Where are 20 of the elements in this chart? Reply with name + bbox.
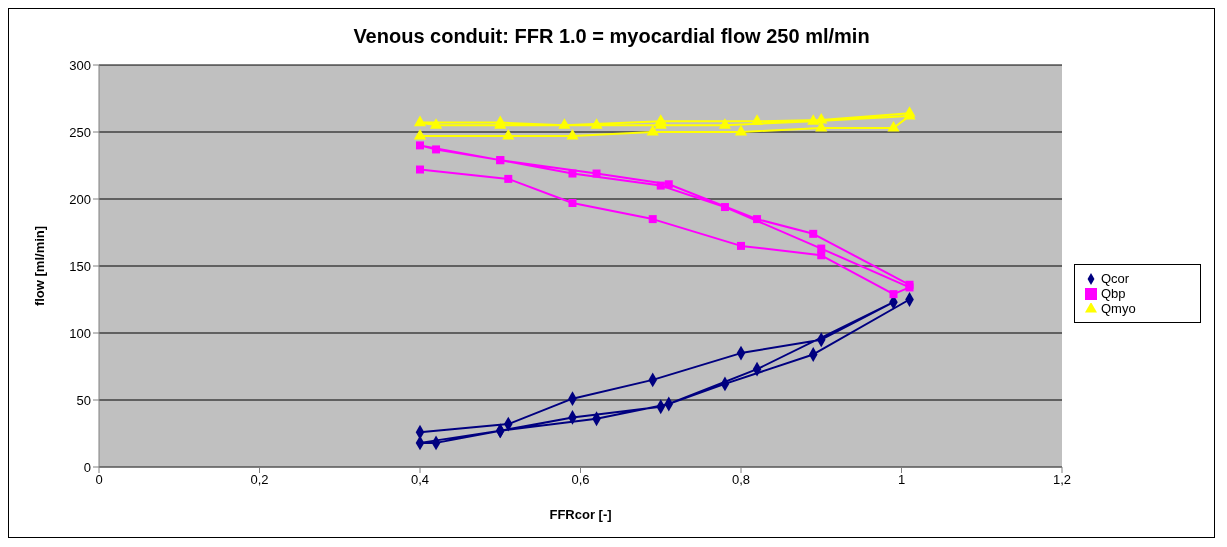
- legend-label: Qbp: [1101, 285, 1126, 301]
- x-axis-title: FFRcor [-]: [549, 507, 612, 522]
- y-tick-label: 100: [69, 325, 91, 341]
- y-axis-title: flow [ml/min]: [31, 225, 47, 307]
- legend-label: Qcor: [1101, 270, 1130, 286]
- y-tick-label: 150: [69, 258, 91, 274]
- y-tick-label: 300: [69, 57, 91, 73]
- y-tick-label: 200: [69, 191, 91, 207]
- y-tick-label: 250: [69, 124, 91, 140]
- x-tick-label: 1,2: [1052, 472, 1072, 488]
- legend-label: Qmyo: [1101, 300, 1136, 316]
- x-tick-label: 1: [897, 472, 906, 488]
- x-tick-label: 0,4: [410, 472, 430, 488]
- y-tick-label: 50: [76, 392, 91, 408]
- x-tick-label: 0,8: [731, 472, 751, 488]
- x-tick-label: 0: [95, 472, 103, 488]
- x-tick-label: 0,2: [250, 472, 269, 488]
- x-tick-label: 0,6: [571, 472, 590, 488]
- y-tick-label: 0: [83, 459, 91, 475]
- chart-title: Venous conduit: FFR 1.0 = myocardial flow 250 ml/min: [352, 25, 871, 49]
